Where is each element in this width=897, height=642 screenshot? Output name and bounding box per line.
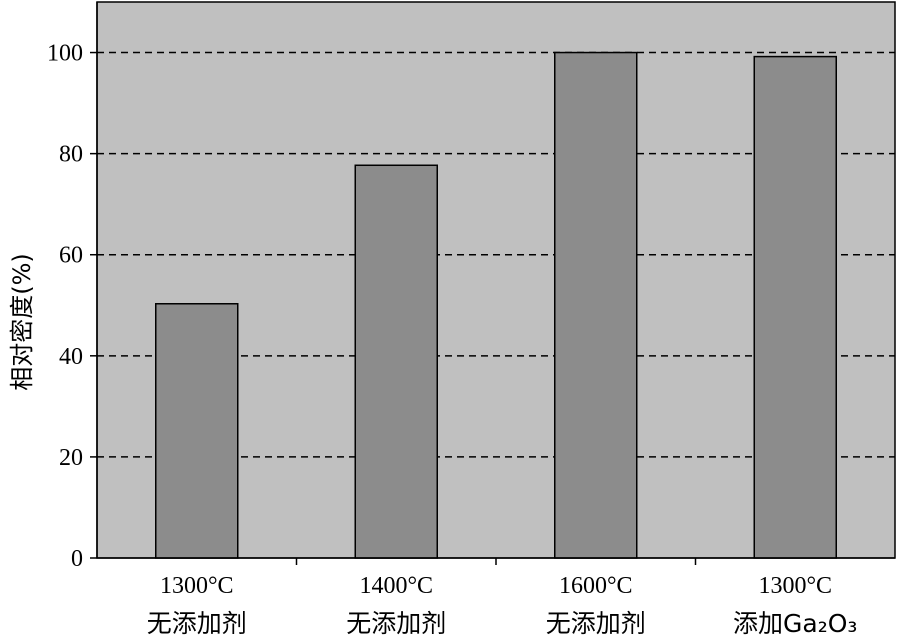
y-tick-labels: 0 20 40 60 80 100 (47, 41, 83, 572)
bar (354, 164, 438, 559)
y-tick-label: 40 (59, 344, 83, 370)
bar (155, 303, 239, 559)
x-tick-labels: 1300°C 无添加剂 1400°C 无添加剂 1600°C 无添加剂 1300°C 添加Ga… (147, 573, 858, 638)
y-tick-label: 80 (59, 142, 83, 168)
y-tick-label: 20 (59, 445, 83, 471)
bar (753, 55, 837, 559)
x-tick-label: 1300°C (160, 573, 234, 599)
bars (155, 51, 837, 559)
x-tick-sublabel: 添加Ga₂O₃ (733, 609, 857, 638)
axes (90, 2, 895, 565)
y-tick-label: 0 (71, 546, 83, 572)
y-tick-label: 100 (47, 41, 83, 67)
x-tick-sublabel: 无添加剂 (546, 609, 646, 638)
bar (554, 51, 638, 559)
y-axis-label: 相对密度(%) (8, 253, 36, 391)
x-tick-label: 1300°C (758, 573, 832, 599)
y-tick-label: 60 (59, 243, 83, 269)
x-tick-sublabel: 无添加剂 (147, 609, 247, 638)
x-tick-label: 1600°C (559, 573, 633, 599)
x-tick-sublabel: 无添加剂 (346, 609, 446, 638)
x-tick-label: 1400°C (359, 573, 433, 599)
